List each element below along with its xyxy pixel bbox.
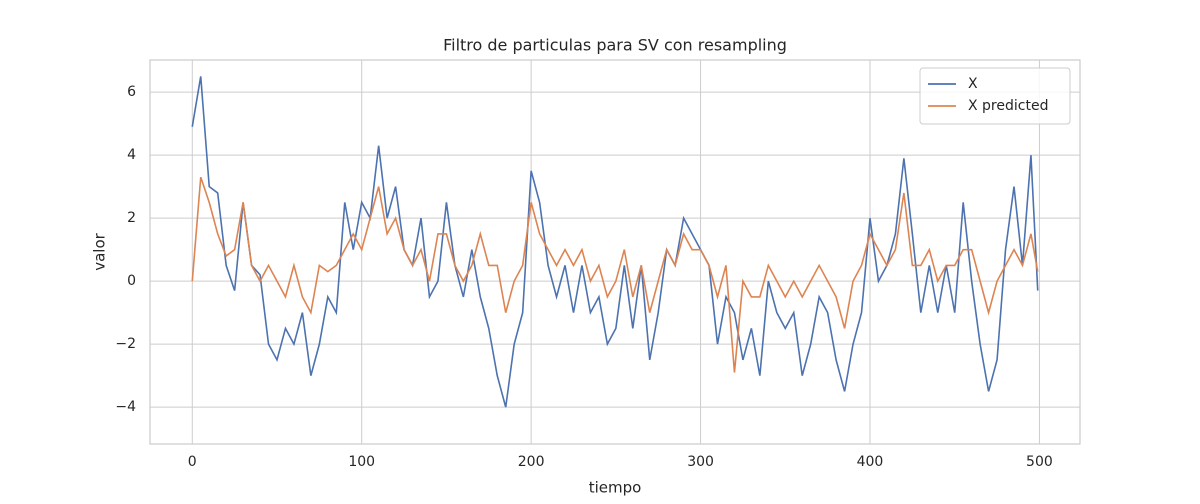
legend-label: X: [968, 76, 978, 92]
legend-label: X predicted: [968, 98, 1048, 114]
y-tick-label: −2: [115, 336, 136, 352]
x-tick-label: 100: [348, 454, 375, 470]
y-axis-label: valor: [91, 232, 109, 270]
series-line: [191, 76, 1039, 408]
x-tick-label: 200: [518, 454, 545, 470]
y-tick-label: 2: [127, 210, 136, 226]
x-tick-label: 400: [857, 454, 884, 470]
plot-frame: [149, 59, 1081, 445]
series-line: [191, 176, 1039, 373]
x-tick-label: 0: [188, 454, 197, 470]
x-axis-label: tiempo: [589, 479, 642, 497]
x-tick-label: 500: [1026, 454, 1053, 470]
chart-title: Filtro de particulas para SV con resampl…: [443, 36, 787, 55]
y-tick-label: 0: [127, 273, 136, 289]
y-tick-label: −4: [115, 399, 136, 415]
y-tick-label: 6: [127, 84, 136, 100]
x-tick-label: 300: [687, 454, 714, 470]
legend-box: [919, 67, 1071, 125]
y-tick-label: 4: [127, 147, 136, 163]
